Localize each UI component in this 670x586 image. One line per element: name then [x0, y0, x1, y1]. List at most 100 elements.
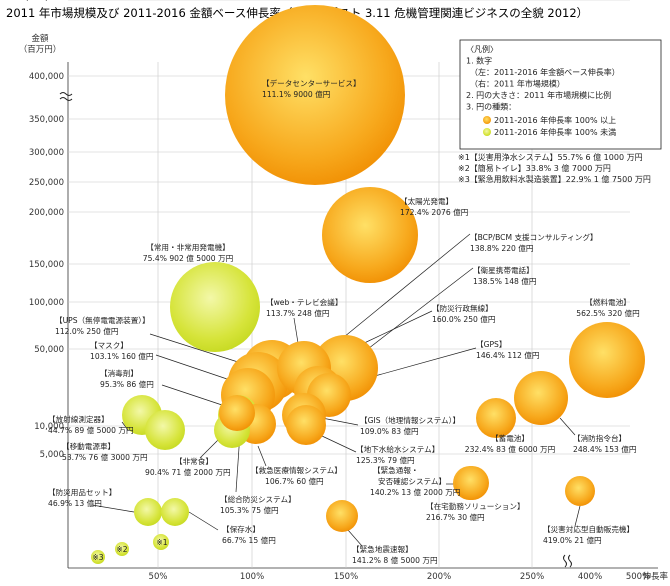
bubble-23: [455, 466, 489, 500]
bubble-label: 562.5% 320 億円: [576, 308, 639, 318]
bubble-label: 140.2% 13 億 2000 万円: [370, 487, 460, 497]
bubble-label: 75.4% 902 億 5000 万円: [143, 253, 233, 263]
bubble-label: 【緊急地震速報】: [352, 544, 413, 554]
bubble-16: [286, 405, 326, 445]
axis-break-mark: [59, 92, 572, 568]
x-tick-label: 50%: [149, 572, 168, 582]
leader-line: [91, 504, 135, 513]
y-axis-label-line2: （百万円）: [19, 44, 62, 55]
bubble-29: [91, 550, 105, 564]
bubble-label: 【web・テレビ会議】: [266, 297, 342, 307]
bubble-label: 【太陽光発電】: [400, 196, 453, 206]
bubble-label: 【保存水】: [222, 524, 260, 534]
bubble-label: 【消毒剤】: [100, 368, 138, 378]
bubble-label: 【マスク】: [90, 341, 128, 350]
x-tick-label: 100%: [240, 572, 264, 582]
bubble-15: [145, 410, 185, 450]
bubble-label: 【放射線測定器】: [48, 414, 109, 424]
footnote: ※3【緊急用飲料水製造装置】22.9% 1 億 7500 万円: [458, 174, 651, 184]
x-tick-label: 250%: [520, 572, 544, 582]
leader-line: [321, 417, 359, 426]
bubble-label: 【燃料電池】: [585, 297, 631, 307]
x-axis-ticks: 50% 100% 150% 200% 250% 400% 500%伸長率: [149, 571, 669, 582]
bubble-22: [219, 395, 255, 431]
y-tick-label: 300,000: [29, 148, 64, 158]
bubble-label: 【常用・非常用発電機】: [146, 242, 230, 252]
leader-line: [149, 333, 239, 363]
x-axis-label: 伸長率: [642, 571, 668, 582]
bubble-label: 【BCP/BCM 支援コンサルティング】: [470, 232, 598, 242]
footnote: ※2【簡易トイレ】33.8% 3 億 7000 万円: [458, 163, 611, 173]
bubble-label: 90.4% 71 億 2000 万円: [145, 467, 231, 477]
legend-line: 1. 数字: [466, 56, 492, 66]
bubble-label: ※2: [116, 545, 127, 554]
bubble-label: 146.4% 112 億円: [476, 350, 539, 360]
bubble-label: 141.2% 8 億 5000 万円: [352, 555, 438, 565]
leader-line: [559, 417, 576, 436]
bubble-label: 【データセンターサービス】: [262, 78, 361, 88]
bubble-1: [322, 187, 418, 283]
bubble-label: 125.3% 79 億円: [356, 455, 415, 465]
bubble-label: ※1: [156, 538, 167, 547]
bubble-label: 66.7% 15 億円: [222, 535, 276, 545]
bubble-label: 【在宅勤務ソリューション】: [426, 501, 525, 511]
bubble-label: 【消防指令台】: [573, 433, 626, 443]
legend-line: 3. 円の種類：: [466, 102, 516, 112]
footnote: ※1【災害用浄水システム】55.7% 6 億 1000 万円: [458, 152, 643, 162]
legend-item-low: 2011-2016 年伸長率 100% 未満: [494, 127, 616, 137]
bubble-label: 【救急医療情報システム】: [251, 465, 342, 475]
legend-swatch-high: [483, 116, 491, 124]
leader-line: [293, 317, 299, 344]
bubble-14: [514, 371, 568, 425]
y-axis-label-line1: 金額: [31, 33, 49, 44]
bubble-label: 【衛星携帯電話】: [473, 265, 534, 275]
bubble-label: 103.1% 160 億円: [90, 351, 153, 361]
legend-line: （右：2011 年市場規模）: [470, 79, 565, 89]
legend-line: 〈凡例〉: [466, 44, 498, 54]
bubble-label: 【防災行政無線】: [432, 303, 493, 313]
bubble-label: 95.3% 86 億円: [100, 379, 154, 389]
bubble-label: 【緊急通報・: [373, 465, 419, 475]
bubble-label: 【総合防災システム】: [220, 494, 296, 504]
legend-box: [459, 39, 662, 150]
legend-line: 2. 円の大きさ：2011 年市場規模に比例: [466, 90, 611, 100]
bubble-26: [326, 500, 358, 532]
bubble-24: [565, 476, 595, 506]
bubble-label: 216.7% 30 億円: [426, 512, 485, 522]
y-tick-label: 50,000: [34, 345, 64, 355]
y-tick-label: 350,000: [29, 115, 64, 125]
bubble-17: [476, 398, 516, 438]
bubble-label: 138.5% 148 億円: [473, 276, 536, 286]
bubble-label: 46.9% 13 億円: [48, 498, 102, 508]
bubble-label: 【防災用品セット】: [48, 487, 116, 497]
bubble-label: 【災害対応型自動販売機】: [543, 524, 634, 534]
bubble-27: [153, 534, 169, 550]
leader-line: [121, 421, 129, 431]
leader-line: [321, 435, 357, 453]
legend-swatch-low: [483, 128, 491, 136]
bubble-label: 232.4% 83 億 6000 万円: [465, 444, 555, 454]
x-tick-label: 150%: [334, 572, 358, 582]
bubble-25: [161, 498, 189, 526]
leader-line: [359, 310, 433, 346]
leader-line: [199, 439, 219, 459]
bubble-28: [115, 542, 129, 556]
bubble-label: 138.8% 220 億円: [470, 243, 533, 253]
y-tick-label: 200,000: [29, 208, 64, 218]
y-axis-ticks: 5,000 10,000 50,000 100,000 150,000 200,000 25…: [21, 0, 64, 460]
bubble-label: 【GIS（地理情報システム）】: [360, 415, 460, 425]
y-tick-label: 5,000: [40, 450, 64, 460]
legend: 〈凡例〉 1. 数字（左：2011-2016 年金額ベース伸長率） （右：2011 …: [459, 39, 662, 150]
y-tick-label: 400,000: [29, 72, 64, 82]
x-tick-label: 200%: [427, 572, 451, 582]
bubble-label: 【移動電源車】: [62, 441, 115, 451]
footnotes: ※1【災害用浄水システム】55.7% 6 億 1000 万円※2【簡易トイレ】3…: [458, 152, 651, 184]
bubble-label: 419.0% 21 億円: [543, 535, 602, 545]
y-tick-label: 10,000: [34, 422, 64, 432]
bubble-label: 172.4% 2076 億円: [400, 207, 468, 217]
leader-line: [257, 445, 267, 467]
leader-line: [188, 511, 219, 531]
bubble-label: 44.7% 89 億 5000 万円: [48, 425, 134, 435]
leader-line: [161, 384, 223, 406]
